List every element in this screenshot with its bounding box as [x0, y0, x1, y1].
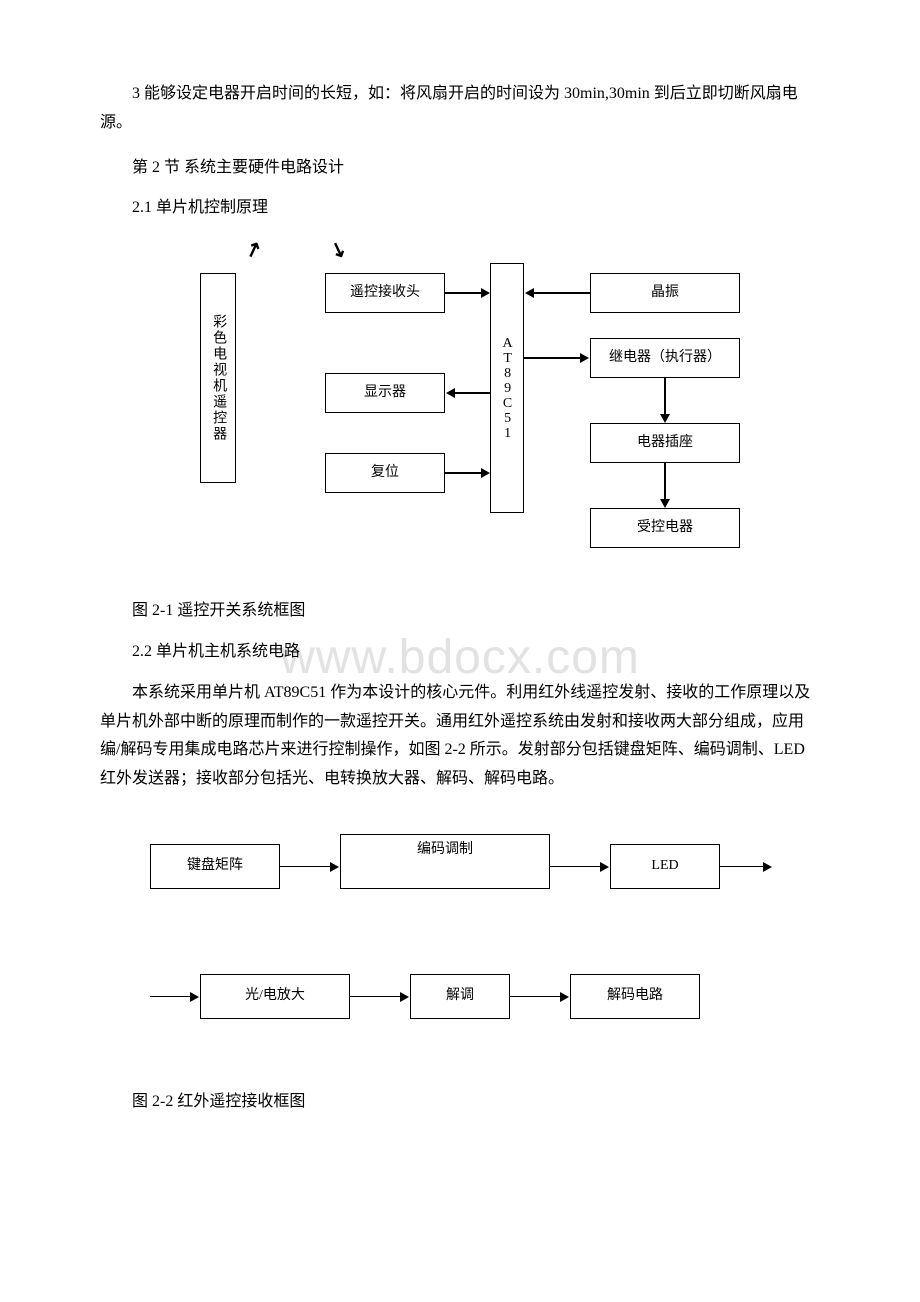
arrow-line — [445, 472, 483, 474]
box-demod: 解调 — [410, 974, 510, 1019]
box-decode: 解码电路 — [570, 974, 700, 1019]
figure-2-1-diagram: ↗ ↘ 彩色电视机遥控器 遥控接收头 显示器 复位 AT89C51 晶振 继电器… — [170, 243, 770, 573]
paragraph-system-desc: 本系统采用单片机 AT89C51 作为本设计的核心元件。利用红外线遥控发射、接收… — [100, 679, 820, 794]
arrow-head-icon — [330, 862, 339, 872]
arrow-head-icon — [580, 353, 589, 363]
paragraph-feature-3: 3 能够设定电器开启时间的长短，如：将风扇开启的时间设为 30min,30min… — [100, 80, 820, 138]
figure-2-2-caption: 图 2-2 红外遥控接收框图 — [100, 1088, 820, 1117]
arrow-line — [150, 996, 192, 998]
box-socket-label: 电器插座 — [637, 434, 693, 452]
box-led: LED — [610, 844, 720, 889]
arrow-line — [445, 292, 483, 294]
box-reset-label: 复位 — [371, 464, 399, 482]
box-demod-label: 解调 — [446, 987, 474, 1005]
arrow-line — [664, 463, 666, 501]
box-receiver: 遥控接收头 — [325, 273, 445, 313]
arrow-head-icon — [481, 288, 490, 298]
arrow-head-icon — [525, 288, 534, 298]
heading-2-2: 2.2 单片机主机系统电路 — [100, 638, 820, 667]
box-receiver-label: 遥控接收头 — [350, 284, 420, 302]
arrow-head-icon — [600, 862, 609, 872]
box-device: 受控电器 — [590, 508, 740, 548]
box-remote-label: 彩色电视机遥控器 — [209, 314, 227, 442]
box-mcu-label: AT89C51 — [498, 336, 516, 441]
box-encode-label: 编码调制 — [417, 841, 473, 859]
box-socket: 电器插座 — [590, 423, 740, 463]
box-keyboard-label: 键盘矩阵 — [187, 857, 243, 875]
arrow-line — [454, 392, 490, 394]
box-relay: 继电器（执行器） — [590, 338, 740, 378]
arrow-head-icon — [660, 499, 670, 508]
arrow-line — [533, 292, 590, 294]
figure-2-2-diagram: 键盘矩阵 编码调制 LED 光/电放大 解调 解码电路 — [140, 824, 780, 1064]
section-2-heading: 第 2 节 系统主要硬件电路设计 — [100, 154, 820, 183]
arrow-head-icon — [190, 992, 199, 1002]
zigzag-emit-icon: ↗ — [241, 235, 265, 264]
box-remote: 彩色电视机遥控器 — [200, 273, 236, 483]
arrow-head-icon — [560, 992, 569, 1002]
box-display-label: 显示器 — [364, 384, 406, 402]
arrow-line — [720, 866, 765, 868]
zigzag-receive-icon: ↘ — [326, 235, 350, 264]
box-mcu: AT89C51 — [490, 263, 524, 513]
box-decode-label: 解码电路 — [607, 987, 663, 1005]
box-led-label: LED — [651, 857, 678, 875]
box-display: 显示器 — [325, 373, 445, 413]
box-osc: 晶振 — [590, 273, 740, 313]
arrow-line — [510, 996, 562, 998]
arrow-head-icon — [763, 862, 772, 872]
arrow-line — [550, 866, 602, 868]
box-relay-label: 继电器（执行器） — [609, 349, 721, 367]
arrow-line — [664, 378, 666, 416]
box-amp: 光/电放大 — [200, 974, 350, 1019]
arrow-line — [280, 866, 332, 868]
figure-2-1-caption: 图 2-1 遥控开关系统框图 — [100, 597, 820, 626]
box-device-label: 受控电器 — [637, 519, 693, 537]
box-osc-label: 晶振 — [651, 284, 679, 302]
box-reset: 复位 — [325, 453, 445, 493]
arrow-head-icon — [481, 468, 490, 478]
arrow-line — [524, 357, 582, 359]
box-keyboard: 键盘矩阵 — [150, 844, 280, 889]
box-amp-label: 光/电放大 — [245, 987, 305, 1005]
arrow-head-icon — [400, 992, 409, 1002]
box-encode: 编码调制 — [340, 834, 550, 889]
arrow-line — [350, 996, 402, 998]
arrow-head-icon — [660, 414, 670, 423]
heading-2-1: 2.1 单片机控制原理 — [100, 194, 820, 223]
arrow-head-icon — [446, 388, 455, 398]
